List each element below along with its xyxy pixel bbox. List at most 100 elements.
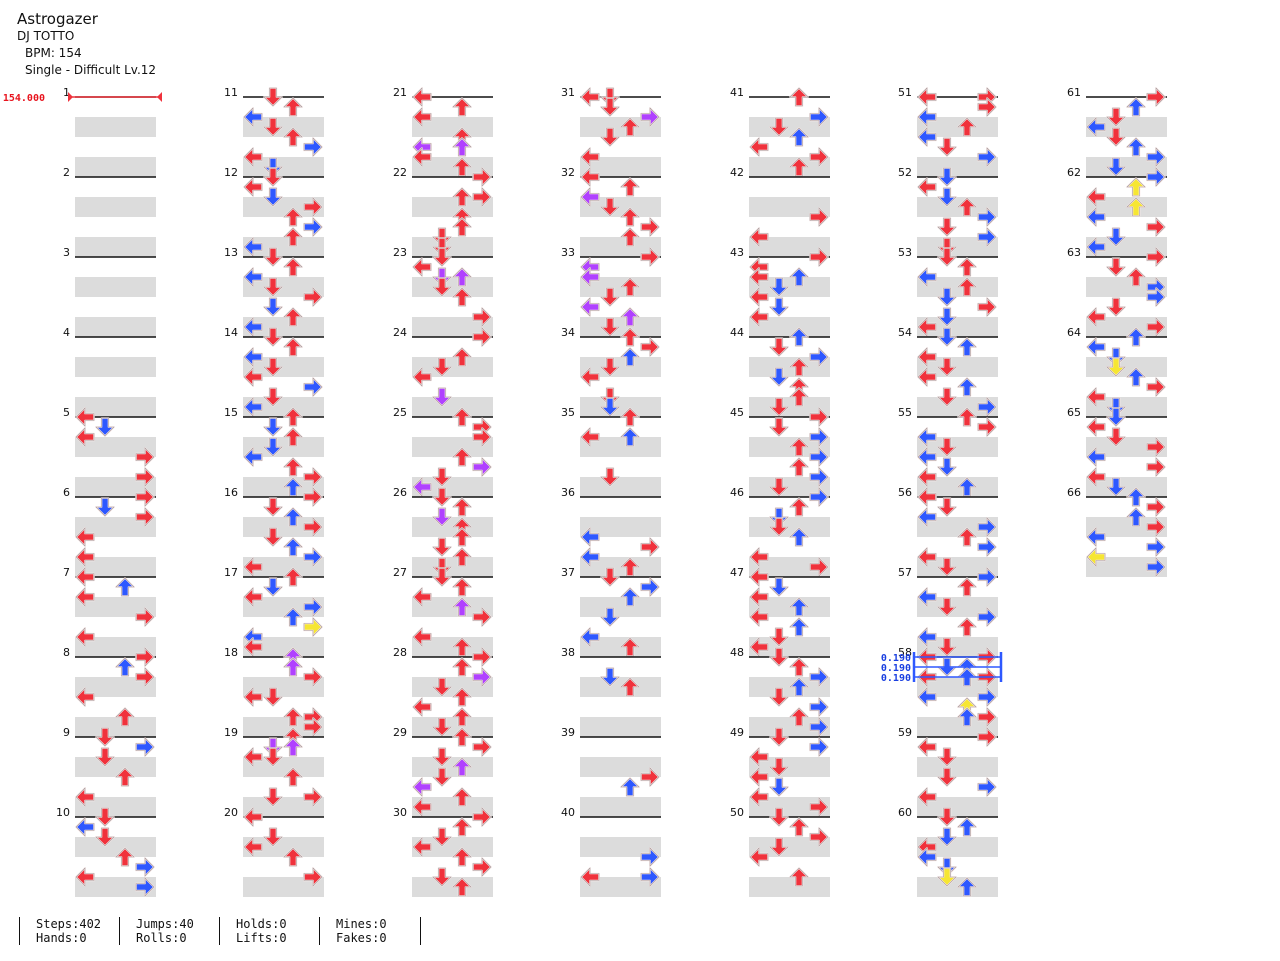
measure-number: 56 — [898, 486, 912, 499]
down-arrow-icon — [769, 647, 789, 667]
down-arrow-icon — [1106, 257, 1126, 277]
down-arrow-icon — [432, 567, 452, 587]
up-arrow-icon — [452, 687, 472, 707]
beat-band — [917, 517, 998, 537]
right-arrow-icon — [640, 537, 660, 557]
right-arrow-icon — [135, 467, 155, 487]
right-arrow-icon — [809, 557, 829, 577]
measure: 59 — [898, 726, 998, 817]
beat-band — [243, 517, 324, 537]
beat-band — [917, 677, 998, 697]
right-arrow-icon — [472, 307, 492, 327]
down-arrow-icon — [263, 527, 283, 547]
beat-band — [917, 397, 998, 417]
beat-band — [917, 437, 998, 457]
down-arrow-icon — [1106, 127, 1126, 147]
measure: 10 — [56, 806, 156, 897]
up-arrow-icon — [1126, 137, 1146, 157]
left-arrow-icon — [580, 297, 600, 317]
measure: 3 — [63, 246, 156, 337]
stats-divider — [19, 917, 20, 945]
left-arrow-icon — [75, 687, 95, 707]
beat-band — [75, 837, 156, 857]
chart-difficulty: Single - Difficult Lv.12 — [25, 63, 157, 77]
measure-number: 26 — [393, 486, 407, 499]
beat-band — [749, 557, 830, 577]
measure-number: 7 — [63, 566, 70, 579]
down-arrow-icon — [769, 337, 789, 357]
down-arrow-icon — [937, 747, 957, 767]
down-arrow-icon — [432, 717, 452, 737]
beat-band — [75, 797, 156, 817]
measure: 61 — [1067, 86, 1167, 177]
left-arrow-icon — [749, 587, 769, 607]
right-arrow-icon — [472, 807, 492, 827]
measure-number: 5 — [63, 406, 70, 419]
measure: 26 — [393, 486, 493, 577]
beat-band — [749, 877, 830, 897]
down-arrow-icon — [432, 867, 452, 887]
beat-band — [917, 797, 998, 817]
down-arrow-icon — [432, 677, 452, 697]
up-arrow-icon — [115, 767, 135, 787]
up-arrow-icon — [789, 617, 809, 637]
measure: 42 — [730, 166, 830, 257]
left-arrow-icon — [917, 787, 937, 807]
down-arrow-icon — [937, 137, 957, 157]
right-arrow-icon — [135, 857, 155, 877]
measure: 40 — [561, 806, 661, 897]
beat-band — [243, 637, 324, 657]
up-arrow-icon — [1126, 267, 1146, 287]
up-arrow-icon — [789, 657, 809, 677]
measure: 50 — [730, 806, 830, 897]
left-arrow-icon — [243, 447, 263, 467]
right-arrow-icon — [1146, 377, 1166, 397]
up-arrow-icon — [1126, 367, 1146, 387]
up-arrow-icon — [620, 347, 640, 367]
measure: 29 — [393, 726, 493, 817]
down-arrow-icon — [432, 237, 452, 257]
right-arrow-icon — [1146, 167, 1166, 187]
measure-number: 52 — [898, 166, 912, 179]
beat-band — [580, 797, 661, 817]
up-arrow-icon — [283, 507, 303, 527]
measure: 48 — [730, 646, 830, 737]
bpm-change-label: 154.000 — [3, 93, 45, 104]
left-arrow-icon — [243, 837, 263, 857]
measure: 16 — [224, 486, 324, 577]
up-arrow-icon — [957, 877, 977, 897]
beat-band — [243, 437, 324, 457]
up-arrow-icon — [620, 327, 640, 347]
measure-number: 57 — [898, 566, 912, 579]
up-arrow-icon — [452, 447, 472, 467]
beat-band — [412, 677, 493, 697]
measure: 53 — [898, 246, 998, 337]
down-arrow-icon — [432, 747, 452, 767]
right-arrow-icon — [1146, 457, 1166, 477]
measure: 11 — [224, 86, 324, 177]
right-arrow-icon — [809, 207, 829, 227]
beat-band — [917, 317, 998, 337]
beat-band — [75, 197, 156, 217]
beat-band — [75, 237, 156, 257]
left-arrow-icon — [243, 317, 263, 337]
beat-band — [412, 397, 493, 417]
measure: 9 — [63, 726, 156, 817]
left-arrow-icon — [917, 127, 937, 147]
right-arrow-icon — [135, 667, 155, 687]
down-arrow-icon — [600, 467, 620, 487]
mines-count: Mines:0 — [336, 917, 387, 931]
up-arrow-icon — [452, 347, 472, 367]
up-arrow-icon — [620, 427, 640, 447]
up-arrow-icon — [957, 117, 977, 137]
down-arrow-icon — [263, 747, 283, 767]
lifts-count: Lifts:0 — [236, 931, 287, 945]
down-arrow-icon — [432, 767, 452, 787]
up-arrow-icon — [957, 477, 977, 497]
down-arrow-icon — [432, 487, 452, 507]
down-arrow-icon — [1106, 297, 1126, 317]
measure-number: 42 — [730, 166, 744, 179]
measure-number: 40 — [561, 806, 575, 819]
beat-band — [243, 597, 324, 617]
down-arrow-icon — [937, 857, 957, 877]
